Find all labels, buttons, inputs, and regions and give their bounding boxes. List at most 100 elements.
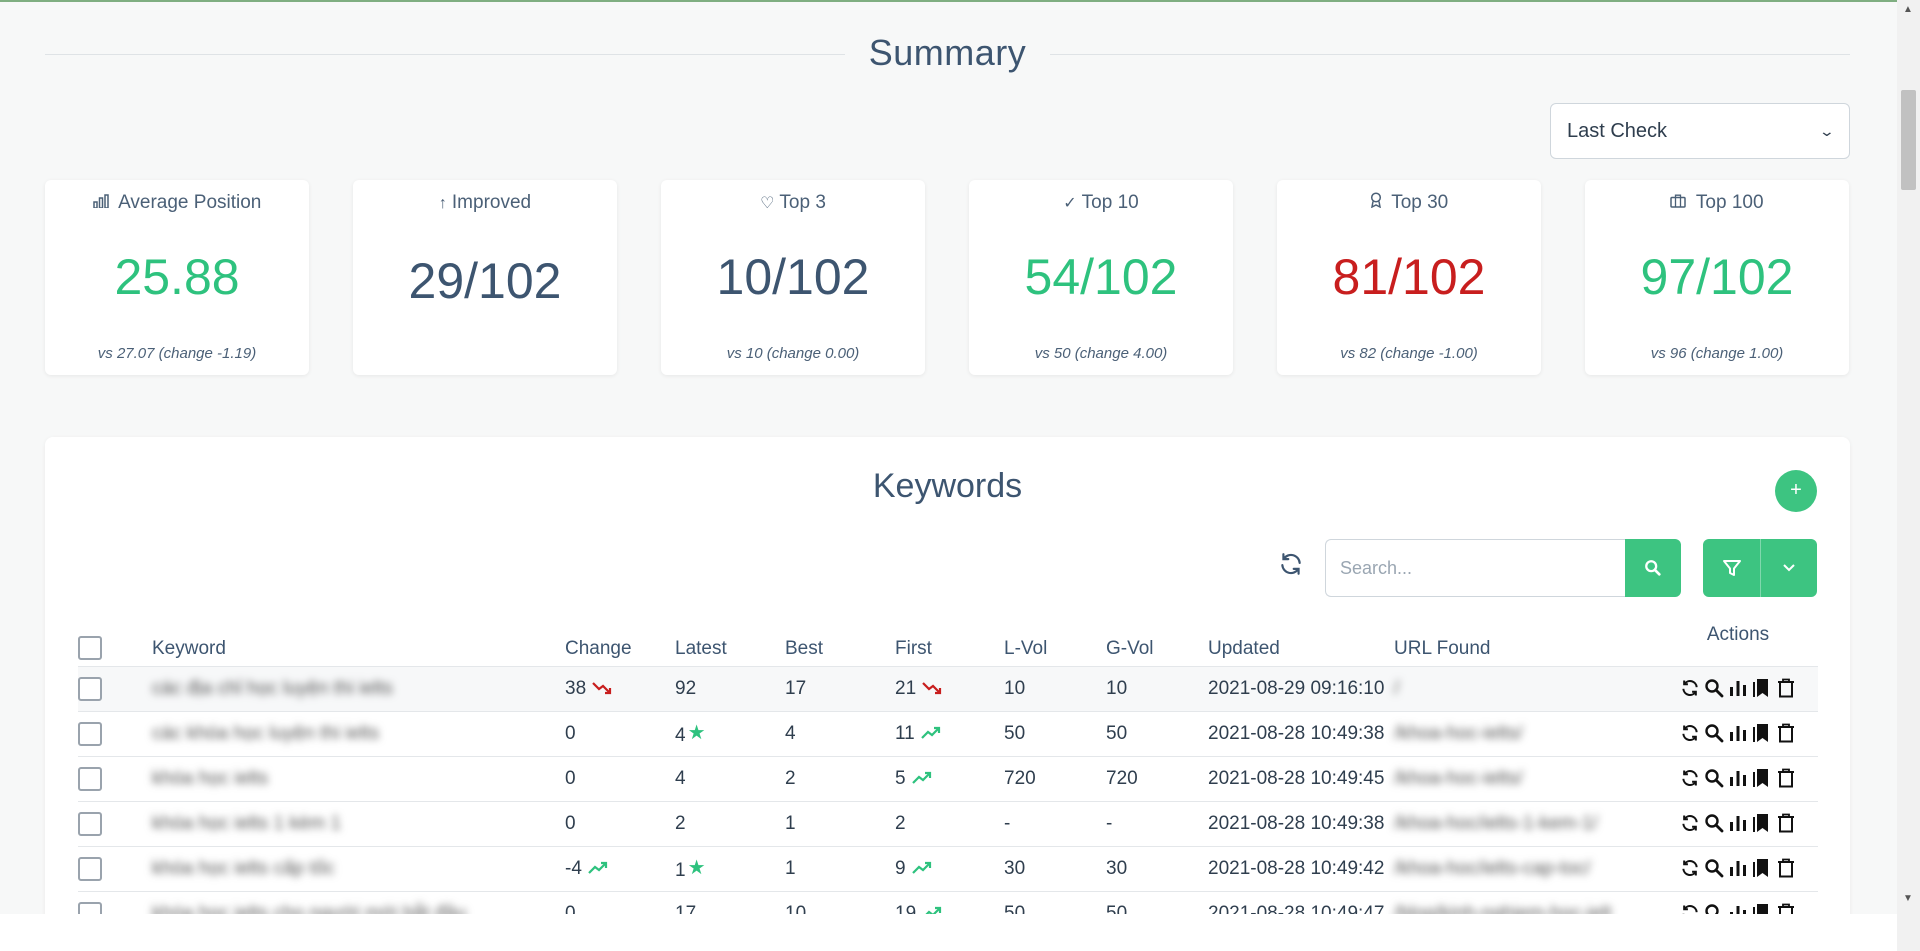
card-comparison: vs 50 (change 4.00) <box>1034 345 1168 362</box>
url-found-link[interactable]: /khoa-hoc/ielts-1-kem-1/ <box>1394 812 1598 834</box>
row-checkbox[interactable] <box>78 766 102 791</box>
url-found-link[interactable]: /khoa-hoc-ielts/ <box>1394 767 1523 789</box>
bookmarks-icon[interactable] <box>1750 857 1774 879</box>
url-found-link[interactable]: /khoa-hoc/ielts-cap-toc/ <box>1394 857 1591 879</box>
column-header-url-found[interactable]: URL Found <box>1394 624 1658 667</box>
latest-value: 4 <box>675 725 686 746</box>
search-button[interactable] <box>1625 539 1681 597</box>
keywords-table: Keyword Change Latest Best First L-Vol G… <box>78 624 1818 937</box>
table-row[interactable]: các địa chỉ học luyện thi ielts 38 92 17 21 1… <box>78 666 1818 712</box>
search-icon[interactable] <box>1702 858 1726 880</box>
table-row[interactable]: các khóa học luyện thi ielts 0 4 ★ 4 11 50 50 20… <box>78 711 1818 757</box>
vertical-scrollbar[interactable]: ▲ ▼ <box>1897 0 1920 951</box>
trash-icon[interactable] <box>1774 768 1798 790</box>
column-header-updated[interactable]: Updated <box>1208 624 1394 667</box>
first-value: 21 <box>895 677 917 699</box>
arrow-up-icon: ↑ <box>438 195 447 212</box>
star-icon: ★ <box>687 722 706 744</box>
table-row[interactable]: khóa học ielts 1 kèm 1 0 2 1 2 - - 2021-08-28 1… <box>78 801 1818 847</box>
period-select-value: Last Check <box>1567 119 1668 142</box>
row-checkbox[interactable] <box>78 811 102 836</box>
bookmarks-icon[interactable] <box>1750 722 1774 744</box>
search-icon[interactable] <box>1702 813 1726 835</box>
column-header-lvol[interactable]: L-Vol <box>1004 624 1106 667</box>
card-label: Top 10 <box>1081 192 1139 213</box>
gvol-value: 50 <box>1106 722 1128 744</box>
best-value: 17 <box>785 677 807 699</box>
column-header-first[interactable]: First <box>895 624 1004 667</box>
scroll-up-icon[interactable]: ▲ <box>1903 4 1913 15</box>
chart-icon[interactable] <box>1726 768 1750 790</box>
column-header-gvol[interactable]: G-Vol <box>1106 624 1208 667</box>
column-header-actions: Actions <box>1658 624 1818 667</box>
chart-icon[interactable] <box>1726 678 1750 700</box>
first-value: 9 <box>895 857 906 879</box>
url-found-link[interactable]: / <box>1394 677 1400 699</box>
table-row[interactable]: khóa học ielts cấp tốc -4 1 ★ 1 9 30 30 2021-08-… <box>78 846 1818 892</box>
search-icon[interactable] <box>1702 768 1726 790</box>
first-value: 2 <box>895 812 906 834</box>
scroll-down-icon[interactable]: ▼ <box>1903 893 1913 904</box>
updated-value: 2021-08-29 09:16:10 <box>1208 677 1385 699</box>
trend-up-icon <box>906 768 932 789</box>
divider <box>45 54 845 55</box>
recheck-icon[interactable] <box>1678 858 1702 880</box>
search-icon[interactable] <box>1702 723 1726 745</box>
filter-dropdown-button[interactable] <box>1760 539 1817 597</box>
keyword-text[interactable]: khóa học ielts <box>152 767 269 789</box>
recheck-icon[interactable] <box>1678 723 1702 745</box>
table-row[interactable]: khóa học ielts 0 4 2 5 720 720 2021-08-28 10:49… <box>78 756 1818 802</box>
trash-icon[interactable] <box>1774 678 1798 700</box>
card-value: 29/102 <box>408 253 562 309</box>
filter-button[interactable] <box>1703 539 1760 597</box>
recheck-icon[interactable] <box>1678 768 1702 790</box>
column-header-best[interactable]: Best <box>785 624 895 667</box>
bookmarks-icon[interactable] <box>1750 677 1774 699</box>
select-all-checkbox[interactable] <box>78 635 102 660</box>
trash-icon[interactable] <box>1774 858 1798 880</box>
chart-icon[interactable] <box>1726 813 1750 835</box>
trash-icon[interactable] <box>1774 813 1798 835</box>
column-header-keyword[interactable]: Keyword <box>152 624 565 667</box>
best-value: 4 <box>785 722 796 744</box>
latest-value: 4 <box>675 767 686 789</box>
card-comparison: vs 27.07 (change -1.19) <box>97 345 257 362</box>
column-header-latest[interactable]: Latest <box>675 624 785 667</box>
summary-title: Summary <box>868 32 1027 73</box>
bookmarks-icon[interactable] <box>1750 812 1774 834</box>
keyword-text[interactable]: các địa chỉ học luyện thi ielts <box>152 677 393 699</box>
row-checkbox[interactable] <box>78 856 102 881</box>
search-icon[interactable] <box>1702 678 1726 700</box>
search-group <box>1325 539 1655 597</box>
search-icon <box>1645 560 1661 576</box>
chart-icon[interactable] <box>1726 723 1750 745</box>
column-header-change[interactable]: Change <box>565 624 675 667</box>
heart-icon: ♡ <box>760 195 775 212</box>
add-keyword-button[interactable]: + <box>1775 470 1817 512</box>
row-checkbox[interactable] <box>78 721 102 746</box>
chart-icon[interactable] <box>1726 858 1750 880</box>
keyword-text[interactable]: các khóa học luyện thi ielts <box>152 722 380 744</box>
award-icon <box>1370 192 1386 212</box>
scrollbar-thumb[interactable] <box>1901 90 1916 190</box>
period-select[interactable]: Last Check ⌄ <box>1550 103 1850 159</box>
updated-value: 2021-08-28 10:49:45 <box>1208 767 1385 789</box>
divider <box>1050 54 1850 55</box>
card-label: Top 30 <box>1391 192 1449 213</box>
gvol-value: - <box>1106 812 1113 834</box>
url-found-link[interactable]: /khoa-hoc-ielts/ <box>1394 722 1523 744</box>
gvol-value: 720 <box>1106 767 1138 789</box>
keyword-text[interactable]: khóa học ielts cấp tốc <box>152 857 335 879</box>
keyword-text[interactable]: khóa học ielts 1 kèm 1 <box>152 812 342 834</box>
search-input[interactable] <box>1325 539 1626 597</box>
row-checkbox[interactable] <box>78 676 102 701</box>
recheck-icon[interactable] <box>1678 813 1702 835</box>
bookmarks-icon[interactable] <box>1750 767 1774 789</box>
recheck-icon[interactable] <box>1678 678 1702 700</box>
card-value: 10/102 <box>716 249 870 305</box>
best-value: 1 <box>785 812 796 834</box>
trash-icon[interactable] <box>1774 723 1798 745</box>
refresh-icon[interactable] <box>1278 551 1308 581</box>
card-label: Average Position <box>118 192 262 213</box>
card-comparison: vs 96 (change 1.00) <box>1650 345 1784 362</box>
